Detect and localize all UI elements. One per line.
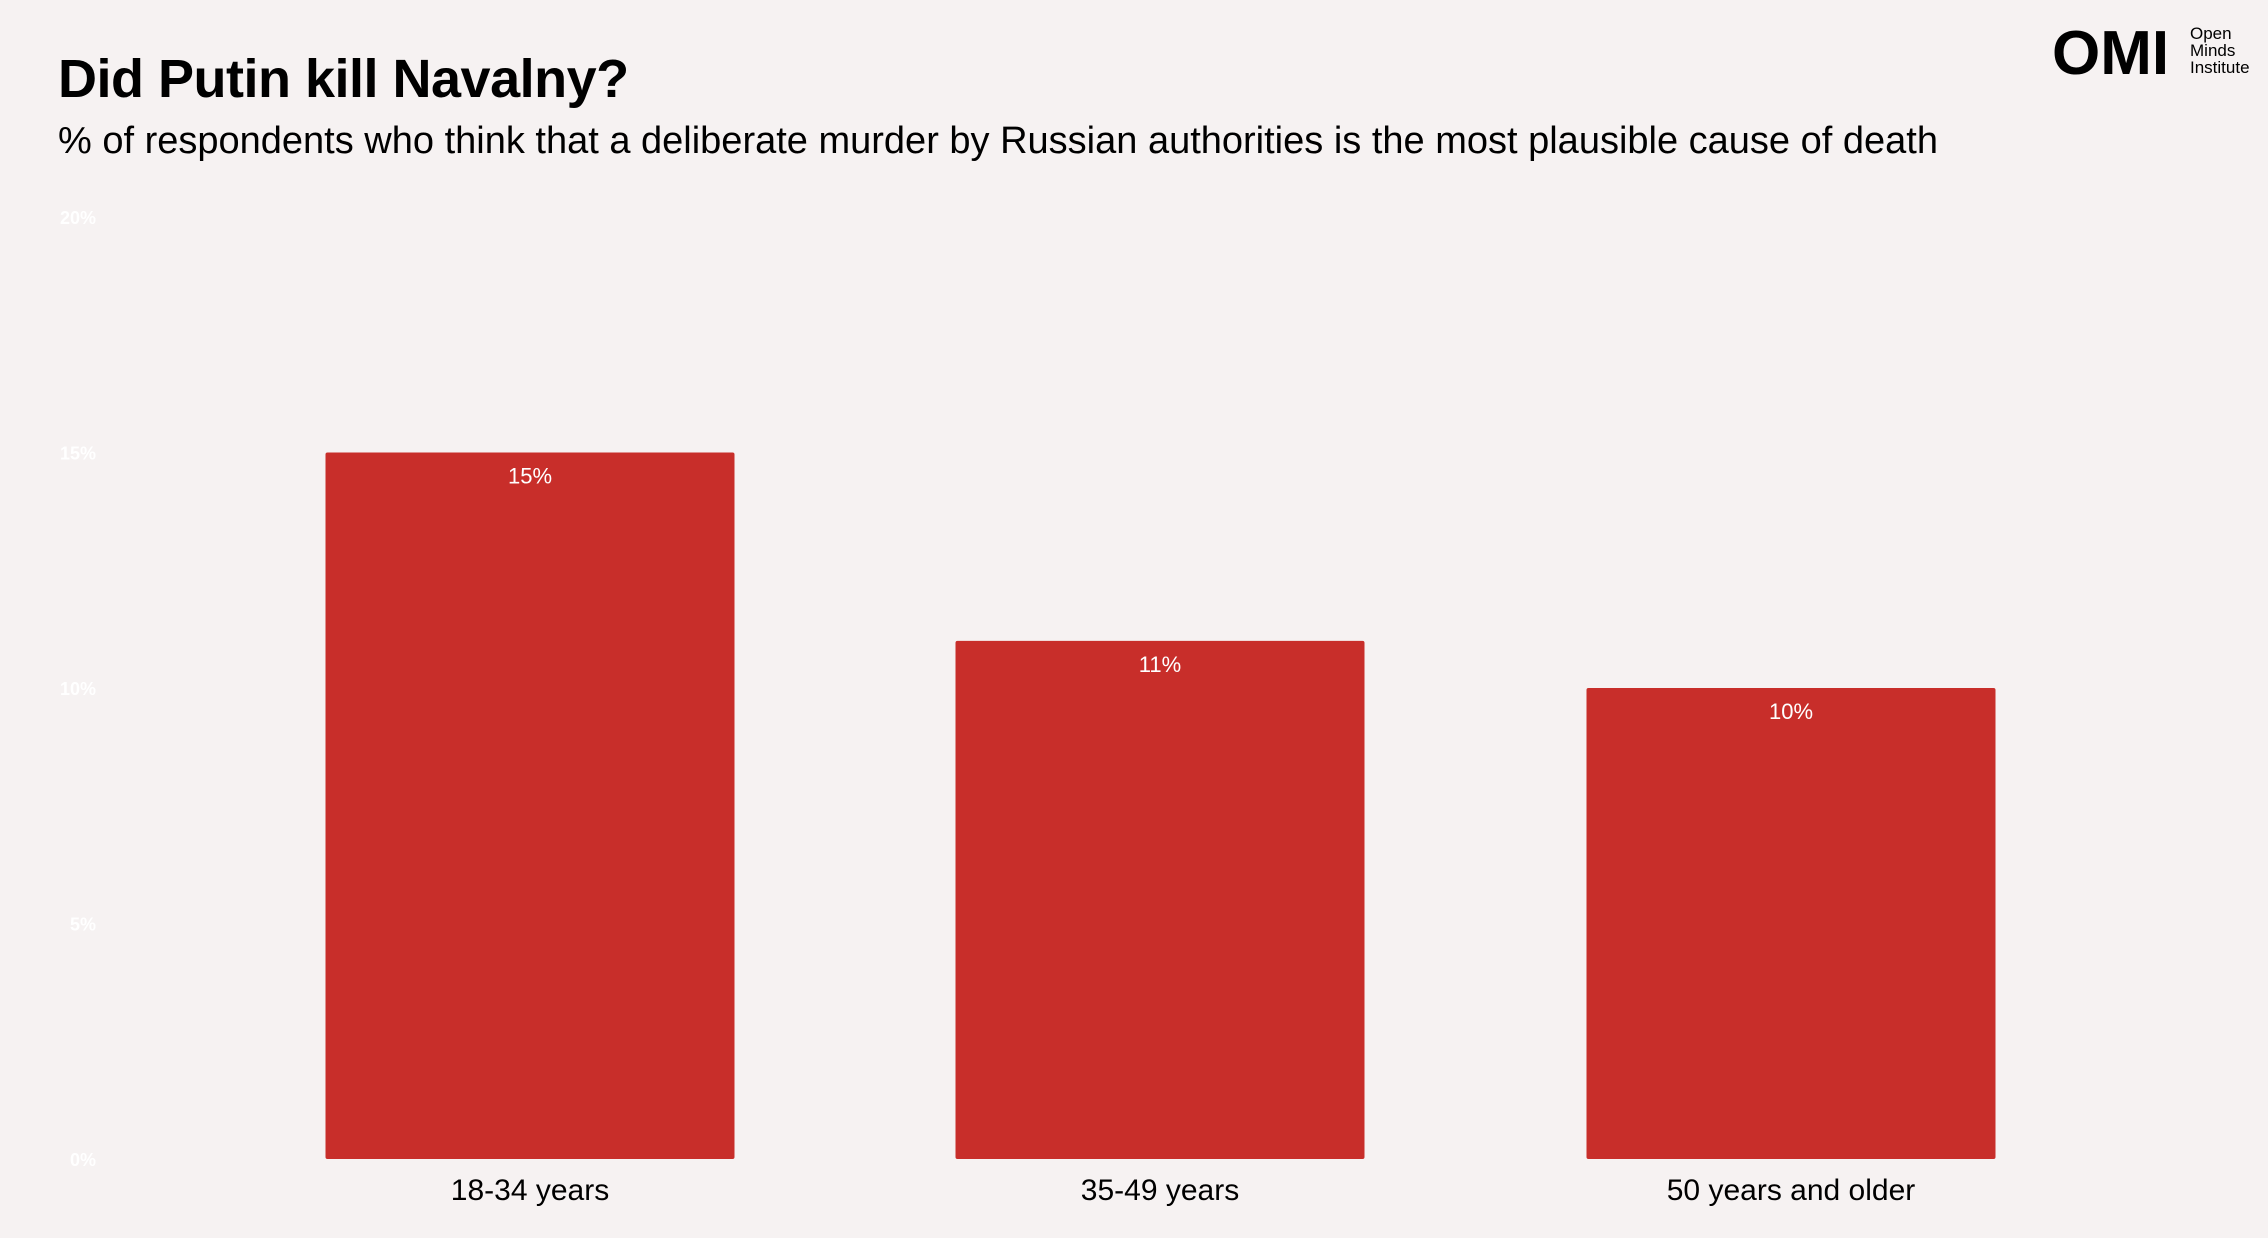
x-tick-label: 50 years and older [1667, 1174, 1916, 1207]
omi-logo: OMI Open Minds Institute [2052, 22, 2250, 78]
data-label: 15% [508, 464, 552, 489]
chart-title: Did Putin kill Navalny? [58, 49, 629, 109]
x-tick-label: 35-49 years [1081, 1174, 1239, 1207]
y-tick-label: 15% [60, 444, 96, 464]
y-tick-label: 5% [70, 915, 96, 935]
bar [1586, 688, 1996, 1159]
bar [325, 452, 735, 1159]
svg-text:OMI: OMI [2052, 22, 2169, 78]
bar [955, 640, 1365, 1159]
y-tick-label: 0% [70, 1150, 96, 1170]
omi-logo-text: Open Minds Institute [2190, 25, 2250, 76]
logo-line-minds: Minds [2190, 40, 2236, 60]
y-tick-label: 10% [60, 679, 96, 699]
y-tick-label: 20% [60, 208, 96, 228]
chart-subtitle: % of respondents who think that a delibe… [58, 120, 1938, 162]
logo-line-institute: Institute [2190, 57, 2250, 77]
data-label: 10% [1769, 699, 1813, 724]
data-label: 11% [1139, 652, 1181, 677]
omi-logo-mark: OMI [2052, 22, 2169, 78]
x-tick-label: 18-34 years [451, 1174, 609, 1207]
logo-line-open: Open [2190, 23, 2232, 43]
